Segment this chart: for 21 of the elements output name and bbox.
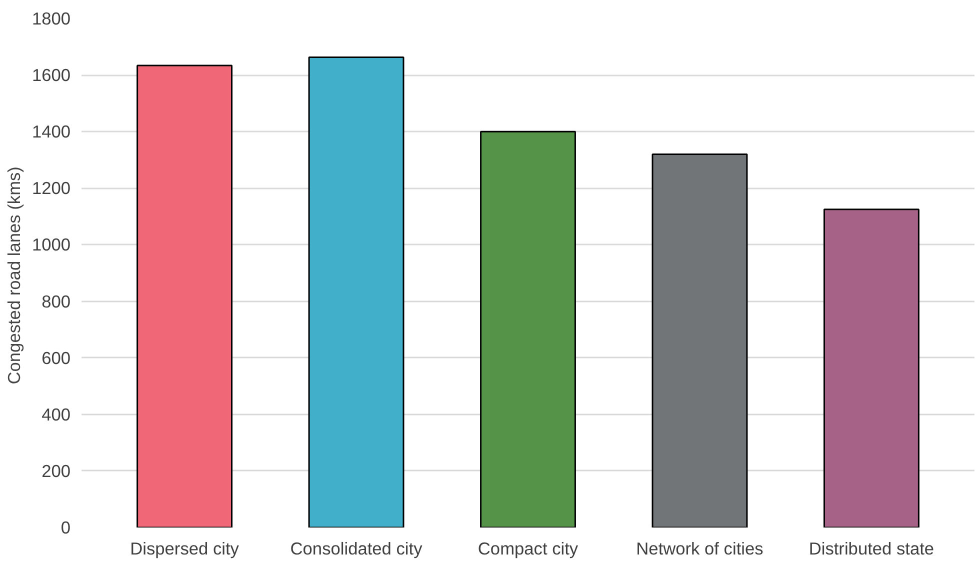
y-tick-label: 1800 [32,8,71,28]
y-tick-label: 800 [42,291,71,312]
y-tick-label: 1400 [32,122,71,142]
x-tick-label: Consolidated city [290,538,423,558]
y-tick-label: 1200 [32,178,71,198]
x-tick-label: Distributed state [808,538,934,558]
y-tick-label: 600 [42,348,71,368]
bar [308,56,404,528]
y-tick-label: 1600 [32,65,71,86]
bar [480,130,576,528]
y-axis-title: Congested road lanes (kms) [4,166,24,384]
y-tick-label: 1000 [32,234,71,255]
y-tick-label: 400 [42,404,71,424]
y-tick-label: 0 [60,518,71,538]
x-tick-label: Compact city [478,538,578,558]
x-tick-label: Network of cities [636,538,764,558]
y-tick-label: 200 [42,460,71,481]
x-tick-label: Dispersed city [130,538,240,558]
bar [823,208,920,528]
bar [136,64,233,528]
bar [652,153,748,528]
